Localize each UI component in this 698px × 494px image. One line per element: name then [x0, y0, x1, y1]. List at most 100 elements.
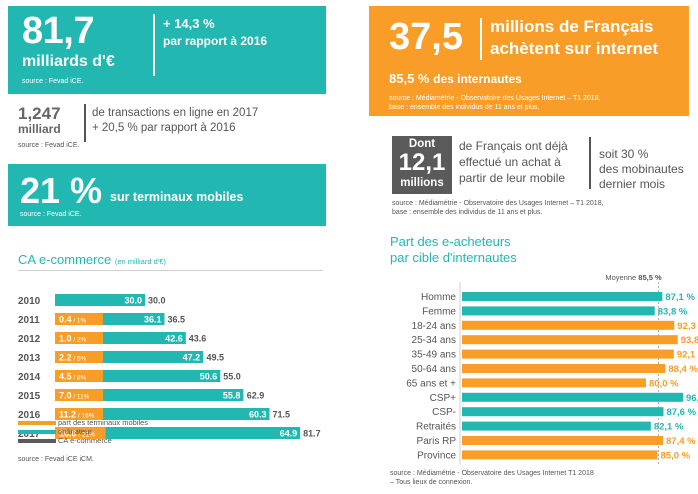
- ca-ordinateur-label: 42.6: [165, 334, 183, 344]
- transactions-line-1: de transactions en ligne en 2017: [92, 107, 259, 119]
- e-buyers-category-label: 25-34 ans: [412, 335, 456, 346]
- ca-year-label: 2014: [18, 372, 41, 383]
- ca-ordinateur-label: 64.9: [280, 429, 298, 439]
- e-buyers-category-label: Retraités: [416, 422, 456, 433]
- e-buyers-value-label: 82,1 %: [654, 422, 684, 433]
- e-buyers-category-label: CSP-: [432, 407, 456, 418]
- e-buyers-category-label: Homme: [421, 292, 456, 303]
- mobile-share-label: sur terminaux mobiles: [110, 190, 244, 204]
- e-buyers-value-label: 87,6 %: [666, 407, 696, 418]
- transactions-unit: milliard: [18, 122, 61, 136]
- ecommerce-amount: 81,7: [22, 10, 94, 52]
- e-buyers-source-2: – Tous lieux de connexion.: [390, 479, 473, 486]
- e-buyers-bar: [462, 292, 663, 301]
- e-buyers-chart-title-1: Part des e-acheteurs: [390, 234, 511, 249]
- mobile-share-source: source : Fevad iCE.: [20, 211, 82, 218]
- french-buyers-line-1: millions de Français: [490, 17, 654, 36]
- mobile-buyers-text-2: effectué un achat à: [459, 155, 561, 169]
- reference-label: Moyenne 85,5 %: [605, 273, 662, 282]
- e-buyers-bar: [462, 436, 664, 445]
- ca-mobile-label: 2.2 / 5%: [59, 353, 87, 363]
- divider: [84, 104, 86, 142]
- mobile-buyers-side-3: dernier mois: [599, 177, 666, 191]
- ca-bar-ordinateur: [103, 351, 204, 363]
- french-buyers-pct-label: des internautes: [433, 72, 522, 86]
- french-buyers-panel: 37,5 millions de Français achètent sur i…: [369, 6, 689, 116]
- e-buyers-chart-title-2: par cible d'internautes: [390, 250, 517, 265]
- e-buyers-bar: [462, 421, 651, 431]
- ca-mobile-label: 0.4 / 1%: [59, 315, 87, 325]
- e-buyers-category-label: Femme: [422, 306, 456, 317]
- divider: [589, 137, 591, 189]
- e-buyers-source-1: source : Médiamétrie - Observatoire des …: [390, 470, 594, 477]
- ca-year-label: 2013: [18, 353, 41, 364]
- mobile-buyers-badge: Dont 12,1 millions: [392, 136, 452, 194]
- ecommerce-growth: + 14,3 %: [163, 16, 215, 31]
- ca-year-label: 2016: [18, 410, 41, 421]
- e-buyers-value-label: 92,1 %: [677, 350, 698, 361]
- ca-total-label: 49.5: [207, 353, 225, 363]
- e-buyers-category-label: CSP+: [430, 393, 457, 404]
- ca-ecommerce-chart: 2010 30.0 30.0 2011 0.4 / 1% 36.1 36.5 2012 1.0 …: [18, 294, 321, 440]
- ca-year-label: 2017: [18, 429, 41, 440]
- ca-bar-mobile: [55, 351, 103, 363]
- ca-ordinateur-label: 36.1: [144, 315, 162, 325]
- e-buyers-bar: [462, 320, 675, 330]
- e-buyers-bar: [462, 335, 678, 345]
- e-buyers-bar: [462, 378, 646, 388]
- ca-bar-ordinateur: [105, 427, 301, 439]
- ca-bar-mobile: [55, 370, 103, 382]
- ca-chart-source: source : Fevad iCE iCM.: [18, 456, 94, 463]
- legend-label: CA e-commerce: [58, 436, 112, 445]
- e-buyers-category-label: 18-24 ans: [412, 321, 456, 332]
- e-buyers-value-label: 92,3 %: [677, 321, 698, 332]
- ca-chart-title-text: CA e-commerce: [18, 252, 112, 267]
- ca-ordinateur-label: 47.2: [183, 353, 201, 363]
- french-buyers-line-2: achètent sur internet: [490, 39, 659, 58]
- ca-ordinateur-label: 30.0: [124, 296, 142, 306]
- mobile-buyers-text-3: partir de leur mobile: [459, 171, 566, 185]
- mobile-buyers-side-1: soit 30 %: [599, 147, 649, 161]
- e-buyers-value-label: 80,0 %: [649, 378, 679, 389]
- e-buyers-chart: Moyenne 85,5 % Homme 87,1 % Femme 83,8 % 18-2…: [406, 273, 698, 465]
- ca-bar-mobile: [55, 408, 103, 420]
- mobile-buyers-value: 12,1: [398, 149, 446, 176]
- french-buyers-source-1: source : Médiamétrie - Observatoire des …: [389, 95, 601, 102]
- divider: [153, 14, 155, 76]
- mobile-buyers-text-1: de Français ont déjà: [459, 139, 568, 153]
- ca-bar-mobile: [55, 427, 106, 439]
- ca-year-label: 2015: [18, 391, 41, 402]
- ca-ordinateur-label: 55.8: [223, 391, 241, 401]
- e-buyers-value-label: 87,4 %: [666, 436, 696, 447]
- ca-total-label: 62.9: [247, 391, 265, 401]
- e-buyers-bar: [462, 349, 674, 359]
- transactions-count: 1,247: [18, 104, 61, 123]
- ca-ordinateur-label: 50.6: [200, 372, 218, 382]
- mobile-buyers-source-2: base : ensemble des individus de 11 ans …: [392, 209, 543, 216]
- french-buyers-pct: 85,5 %: [389, 71, 430, 86]
- mobile-buyers-source-1: source : Médiamétrie - Observatoire des …: [392, 200, 604, 207]
- ca-bar-ordinateur: [103, 389, 244, 401]
- e-buyers-value-label: 85,0 %: [661, 450, 691, 461]
- ca-year-label: 2011: [18, 315, 40, 326]
- ca-chart-title: CA e-commerce (en milliard d'€): [18, 252, 166, 267]
- e-buyers-value-label: 88,4 %: [668, 364, 698, 375]
- e-buyers-value-label: 93,8 %: [681, 335, 698, 346]
- ca-total-label: 36.5: [168, 315, 186, 325]
- ca-total-label: 81.7: [303, 429, 321, 439]
- e-buyers-bar: [462, 450, 658, 460]
- ca-mobile-label: 4.5 / 8%: [59, 372, 87, 382]
- ca-total-label: 55.0: [223, 372, 241, 382]
- ca-bar-ordinateur: [103, 408, 270, 420]
- ca-ordinateur-label: 60.3: [249, 410, 267, 420]
- ca-chart-title-unit: (en milliard d'€): [114, 257, 166, 266]
- ca-bar-mobile: [55, 313, 103, 325]
- e-buyers-category-label: Province: [417, 450, 456, 461]
- ca-mobile-label: 1.0 / 2%: [59, 334, 87, 344]
- ca-bar-mobile: [55, 389, 103, 401]
- ca-bar-ordinateur: [103, 332, 186, 344]
- e-buyers-bar: [462, 392, 684, 402]
- e-buyers-value-label: 87,1 %: [665, 292, 695, 303]
- mobile-buyers-prefix: Dont: [408, 138, 436, 150]
- e-buyers-category-label: Paris RP: [417, 436, 457, 447]
